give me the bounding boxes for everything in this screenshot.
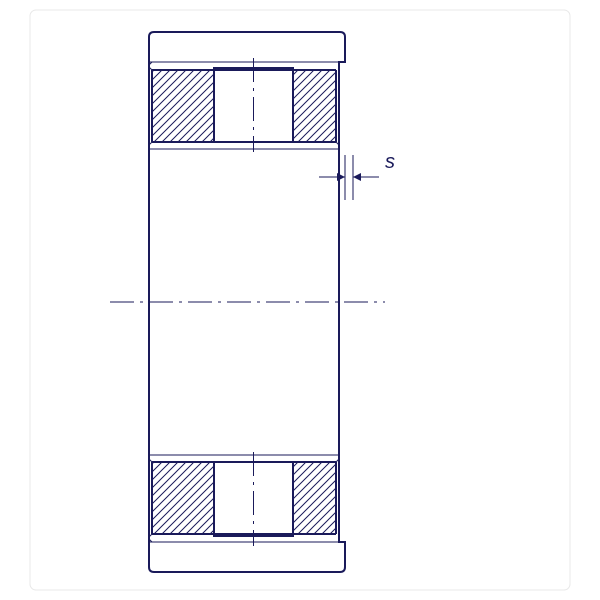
s-dimension (319, 155, 379, 200)
bottom-half (149, 302, 345, 572)
top-half (149, 32, 345, 302)
s-label: s (385, 151, 395, 173)
bearing-cross-section: s (0, 0, 600, 600)
